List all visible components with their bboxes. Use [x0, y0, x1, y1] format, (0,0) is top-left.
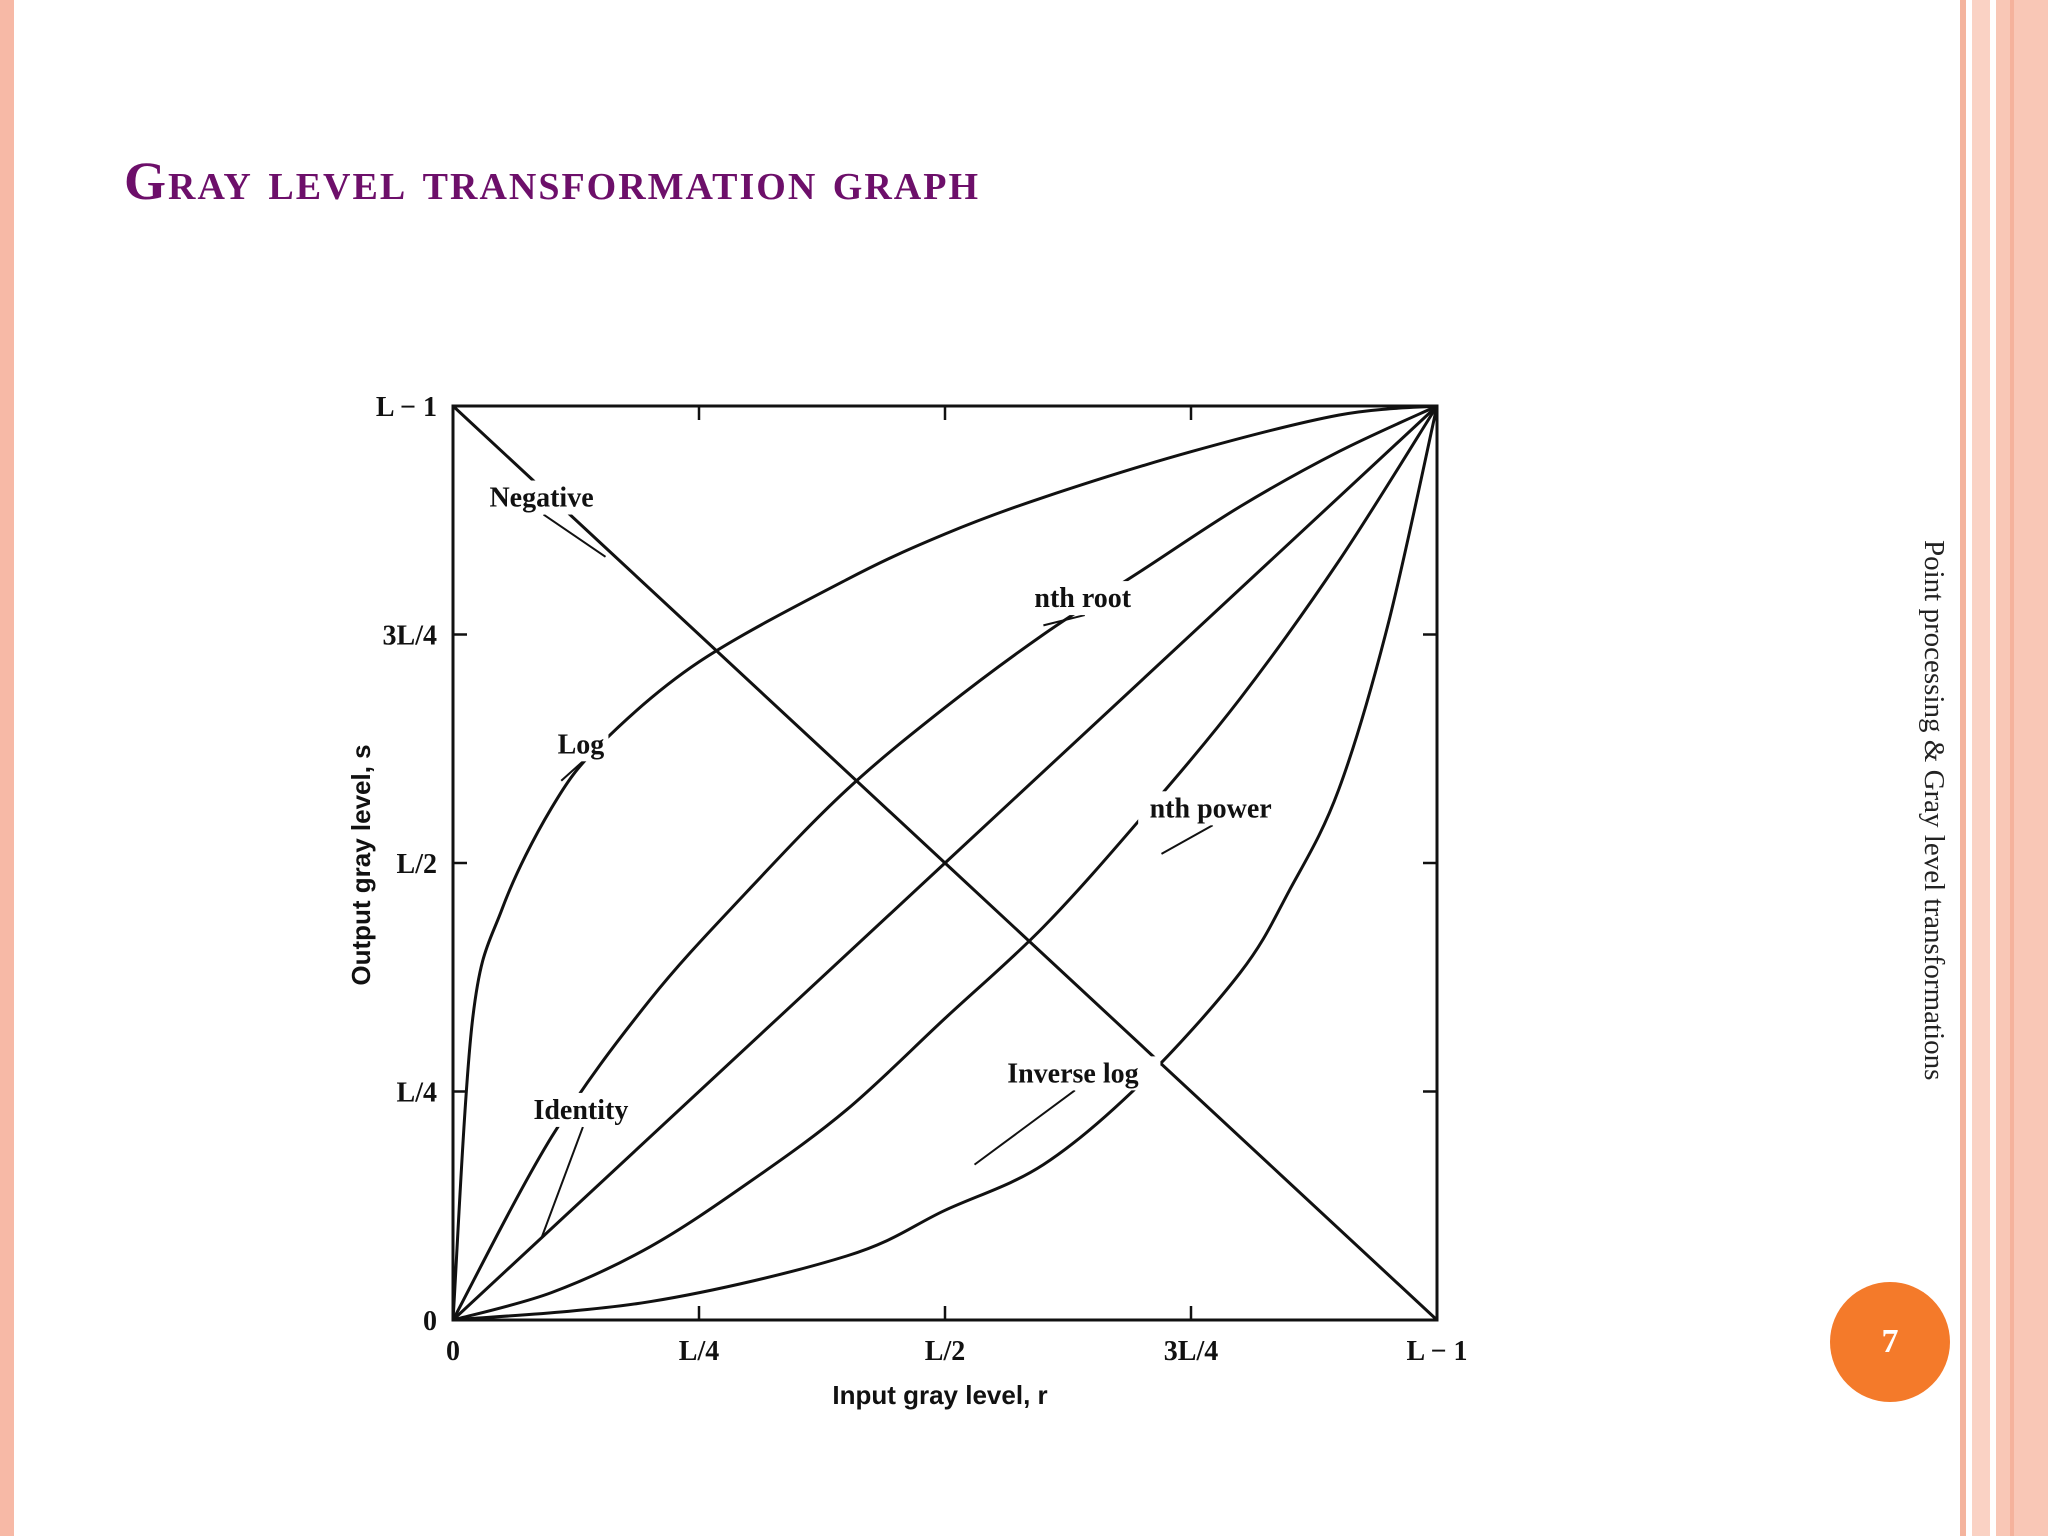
- annotation-inverse-log: Inverse log: [1007, 1058, 1138, 1089]
- annotation-backdrop-nth-root: [1017, 581, 1148, 616]
- side-caption: Point processing & Gray level transforma…: [1918, 540, 1950, 1081]
- annotation-nth-power: nth power: [1150, 793, 1272, 824]
- annotation-log: Log: [558, 729, 605, 760]
- series-line-identity: [451, 404, 1439, 1322]
- series-line-log: [451, 404, 1438, 1321]
- annotation-leader-inverse-log: [973, 1089, 1076, 1166]
- chart-annotations: Negative nth root Log nth power Identity Inve…: [476, 480, 1284, 1239]
- annotation-nth-root: nth root: [1034, 583, 1131, 614]
- slide-right-border-stripe: [2010, 0, 2014, 1536]
- y-tick-label: 0: [423, 1306, 437, 1337]
- series-line-nth-root: [451, 404, 1438, 1321]
- slide-left-border: [0, 0, 14, 1536]
- y-axis-label: Output gray level, s: [346, 744, 376, 985]
- y-tick-label: L/4: [397, 1078, 437, 1109]
- slide-title: Gray level transformation graph: [124, 151, 981, 211]
- annotation-leader-nth-root: [1043, 614, 1086, 627]
- x-tick-label: L − 1: [1406, 1336, 1467, 1367]
- annotation-backdrop-negative: [476, 480, 607, 515]
- annotation-leader-identity: [540, 1126, 584, 1239]
- page-number-badge: 7: [1830, 1282, 1950, 1402]
- annotation-backdrop-inverse-log: [985, 1056, 1161, 1091]
- x-axis-label: Input gray level, r: [832, 1380, 1047, 1410]
- chart-series: [451, 404, 1439, 1322]
- y-tick-label: L − 1: [376, 392, 437, 423]
- annotation-leader-log: [560, 760, 584, 782]
- x-tick-label: L/2: [925, 1336, 965, 1367]
- annotation-leader-nth-power: [1160, 824, 1214, 855]
- annotation-backdrop-identity: [515, 1092, 646, 1127]
- annotation-backdrop-log: [553, 727, 609, 762]
- series-line-nth-power: [452, 405, 1439, 1322]
- annotation-identity: Identity: [533, 1095, 628, 1126]
- annotation-leader-negative: [542, 513, 607, 558]
- x-tick-label: 0: [446, 1336, 460, 1367]
- slide-right-border-stripe: [1996, 0, 2048, 1536]
- slide-right-border-stripe: [1960, 0, 1966, 1536]
- x-tick-label: 3L/4: [1164, 1336, 1218, 1367]
- slide-right-border-stripe: [1972, 0, 1990, 1536]
- y-tick-label: 3L/4: [383, 621, 437, 652]
- chart-ticks: 0 L/4 L/2 3L/4 L − 1 0 L/4 L/2 3L/4 L − 1: [376, 392, 1468, 1367]
- annotation-backdrop-nth-power: [1138, 791, 1284, 826]
- y-tick-label: L/2: [397, 849, 437, 880]
- annotation-negative: Negative: [489, 483, 593, 514]
- x-tick-label: L/4: [679, 1336, 719, 1367]
